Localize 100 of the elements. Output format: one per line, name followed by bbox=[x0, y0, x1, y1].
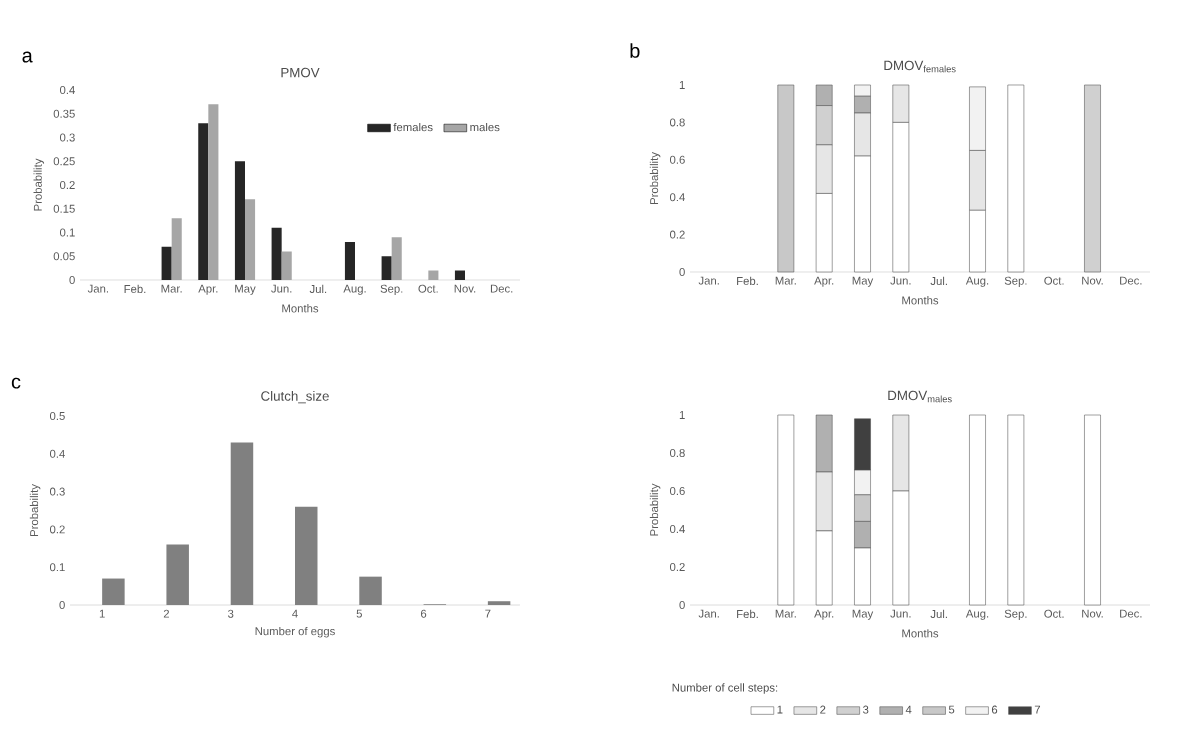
x-tick-label: Mar. bbox=[775, 276, 796, 285]
bar bbox=[359, 576, 382, 605]
x-tick-label: Aug. bbox=[965, 609, 989, 620]
y-axis-title: Probability bbox=[649, 483, 661, 536]
bar bbox=[454, 270, 465, 280]
x-tick-label: Oct. bbox=[418, 284, 438, 293]
bar bbox=[487, 601, 511, 605]
y-tick-label: 0.3 bbox=[49, 487, 65, 496]
y-tick-label: 0.35 bbox=[53, 109, 75, 118]
bar bbox=[777, 414, 795, 606]
bar bbox=[245, 199, 256, 280]
x-tick-label: Feb. bbox=[737, 609, 758, 619]
legend-label: 4 bbox=[905, 705, 912, 714]
x-tick-label: Aug. bbox=[965, 276, 989, 287]
y-tick-label: 0 bbox=[59, 601, 65, 610]
x-tick-label: Dec. bbox=[1120, 276, 1142, 285]
bar bbox=[271, 227, 282, 280]
y-tick-label: 0.2 bbox=[669, 230, 685, 239]
chart-title: Clutch_size bbox=[261, 390, 329, 404]
bar bbox=[969, 414, 986, 606]
x-tick-label: Apr. bbox=[814, 609, 834, 620]
y-tick-label: 0.05 bbox=[53, 252, 75, 261]
bar bbox=[171, 218, 182, 280]
x-tick-label: Jun. bbox=[271, 284, 292, 293]
x-tick-label: 1 bbox=[99, 609, 105, 618]
y-tick-label: 0.1 bbox=[49, 563, 65, 572]
y-tick-label: 0 bbox=[679, 601, 685, 610]
y-tick-label: 0.5 bbox=[49, 412, 65, 421]
x-axis-title: Number of eggs bbox=[255, 626, 335, 638]
x-tick-label: Jan. bbox=[87, 284, 108, 293]
bar bbox=[1084, 414, 1101, 606]
y-tick-label: 0 bbox=[679, 267, 685, 276]
x-tick-label: Mar. bbox=[775, 609, 796, 618]
y-tick-label: 0.4 bbox=[59, 86, 75, 94]
x-tick-label: Jul. bbox=[930, 276, 947, 286]
bar bbox=[281, 251, 292, 280]
x-tick-label: Jun. bbox=[890, 276, 911, 285]
text: a bbox=[22, 51, 33, 63]
bar bbox=[1084, 84, 1101, 273]
x-tick-label: Nov. bbox=[454, 284, 476, 293]
x-tick-label: Jan. bbox=[698, 276, 719, 285]
bar bbox=[1007, 414, 1025, 606]
x-tick-label: 7 bbox=[485, 609, 491, 618]
x-tick-label: Jul. bbox=[309, 284, 327, 294]
bar bbox=[102, 578, 125, 605]
x-tick-label: 3 bbox=[228, 609, 234, 618]
legend-label: males bbox=[470, 122, 500, 132]
x-tick-label: Oct. bbox=[1044, 609, 1064, 618]
y-tick-label: 0.2 bbox=[669, 563, 685, 572]
x-tick-label: Jun. bbox=[890, 609, 911, 618]
x-tick-label: Aug. bbox=[343, 284, 366, 295]
y-tick-label: 0.6 bbox=[669, 487, 685, 496]
x-tick-label: Jul. bbox=[930, 609, 947, 619]
y-tick-label: 0.3 bbox=[59, 133, 75, 142]
x-tick-label: 4 bbox=[292, 609, 298, 618]
y-tick-label: 0.15 bbox=[53, 204, 75, 213]
x-tick-label: Dec. bbox=[1120, 609, 1142, 618]
y-tick-label: 0.2 bbox=[49, 525, 65, 534]
bar bbox=[391, 237, 402, 280]
x-tick-label: Nov. bbox=[1082, 609, 1103, 618]
y-tick-label: 0.6 bbox=[669, 155, 685, 164]
y-tick-label: 0.4 bbox=[669, 525, 685, 534]
y-tick-label: 0.4 bbox=[49, 449, 65, 458]
x-tick-label: Apr. bbox=[198, 284, 218, 295]
x-tick-label: 6 bbox=[421, 609, 427, 618]
text: c bbox=[11, 377, 21, 389]
x-tick-label: 5 bbox=[356, 609, 362, 618]
text: b bbox=[630, 43, 640, 58]
x-tick-label: Oct. bbox=[1044, 276, 1064, 285]
x-tick-label: Sep. bbox=[1004, 276, 1027, 287]
bar bbox=[230, 442, 254, 605]
x-tick-label: Apr. bbox=[814, 276, 834, 287]
chart-title: DMOV$_{males}$ bbox=[888, 390, 952, 403]
y-tick-label: 0 bbox=[69, 275, 75, 284]
bar bbox=[1007, 84, 1025, 273]
x-axis-title: Months bbox=[902, 296, 939, 305]
x-tick-label: Nov. bbox=[1082, 276, 1103, 285]
x-axis-title: Months bbox=[902, 629, 939, 638]
legend-label: 7 bbox=[1034, 705, 1041, 714]
y-axis-title: Probability bbox=[33, 158, 45, 211]
bar bbox=[198, 123, 209, 280]
bar bbox=[295, 506, 318, 605]
x-axis-title: Months bbox=[282, 304, 319, 313]
y-tick-label: 0.2 bbox=[59, 180, 75, 189]
y-tick-label: 0.4 bbox=[669, 193, 685, 202]
x-tick-label: Sep. bbox=[380, 284, 403, 295]
legend-label: 6 bbox=[991, 705, 998, 714]
bar bbox=[166, 544, 189, 605]
y-tick-label: 1 bbox=[679, 81, 685, 89]
legend-title: Number of cell steps: bbox=[672, 683, 778, 694]
legend-label: females bbox=[393, 122, 433, 132]
chart-title: PMOV bbox=[281, 67, 320, 78]
x-tick-label: Feb. bbox=[124, 284, 146, 294]
bar bbox=[234, 161, 245, 280]
y-tick-label: 0.1 bbox=[59, 228, 75, 237]
x-tick-label: May bbox=[852, 609, 874, 620]
bar bbox=[381, 256, 392, 280]
x-tick-label: Dec. bbox=[490, 284, 513, 293]
y-axis-title: Probability bbox=[29, 484, 41, 537]
y-tick-label: 0.8 bbox=[669, 449, 685, 458]
